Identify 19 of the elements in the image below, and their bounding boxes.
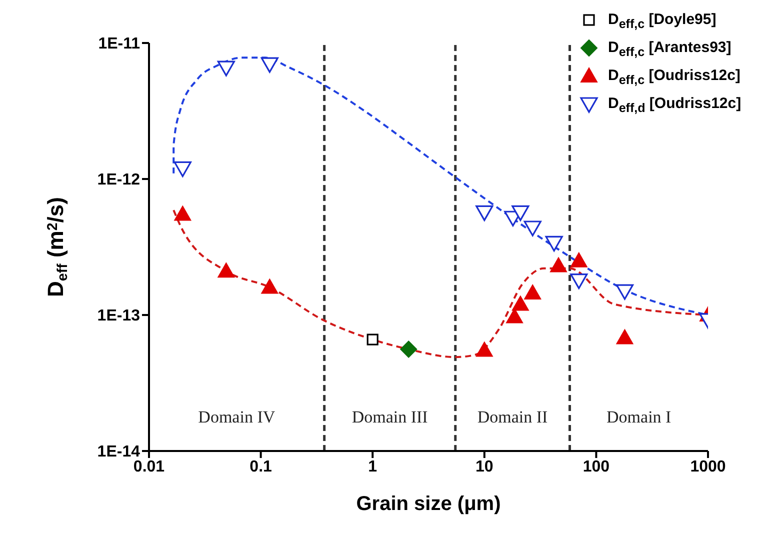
legend-label: D$_{eff,d}$ [Oudriss12c] (608, 95, 742, 115)
y-tick-label: 1E-12 (97, 172, 140, 189)
annotation: Domain III (352, 407, 428, 426)
legend-label: D$_{eff,c}$ [Arantes93] (608, 39, 732, 59)
y-tick-label: 1E-11 (98, 36, 140, 53)
x-tick-label: 10 (476, 458, 494, 476)
x-tick-label: 1 (368, 458, 378, 476)
y-tick-label: 1E-13 (97, 308, 140, 325)
x-tick-label: 0.01 (133, 458, 165, 476)
legend-label: D$_{eff,c}$ [Doyle95] (608, 11, 716, 31)
x-tick-label: 1000 (690, 458, 726, 476)
annotation: Domain II (477, 407, 548, 426)
x-tick-label: 0.1 (250, 458, 272, 476)
x-axis-title: Grain size (μm) (356, 493, 501, 515)
y-tick-label: 1E-14 (97, 444, 140, 461)
annotation: Domain I (606, 407, 672, 426)
x-tick-label: 100 (582, 458, 610, 476)
legend-label: D$_{eff,c}$ [Oudriss12c] (608, 67, 740, 87)
annotation: Domain IV (198, 407, 276, 426)
